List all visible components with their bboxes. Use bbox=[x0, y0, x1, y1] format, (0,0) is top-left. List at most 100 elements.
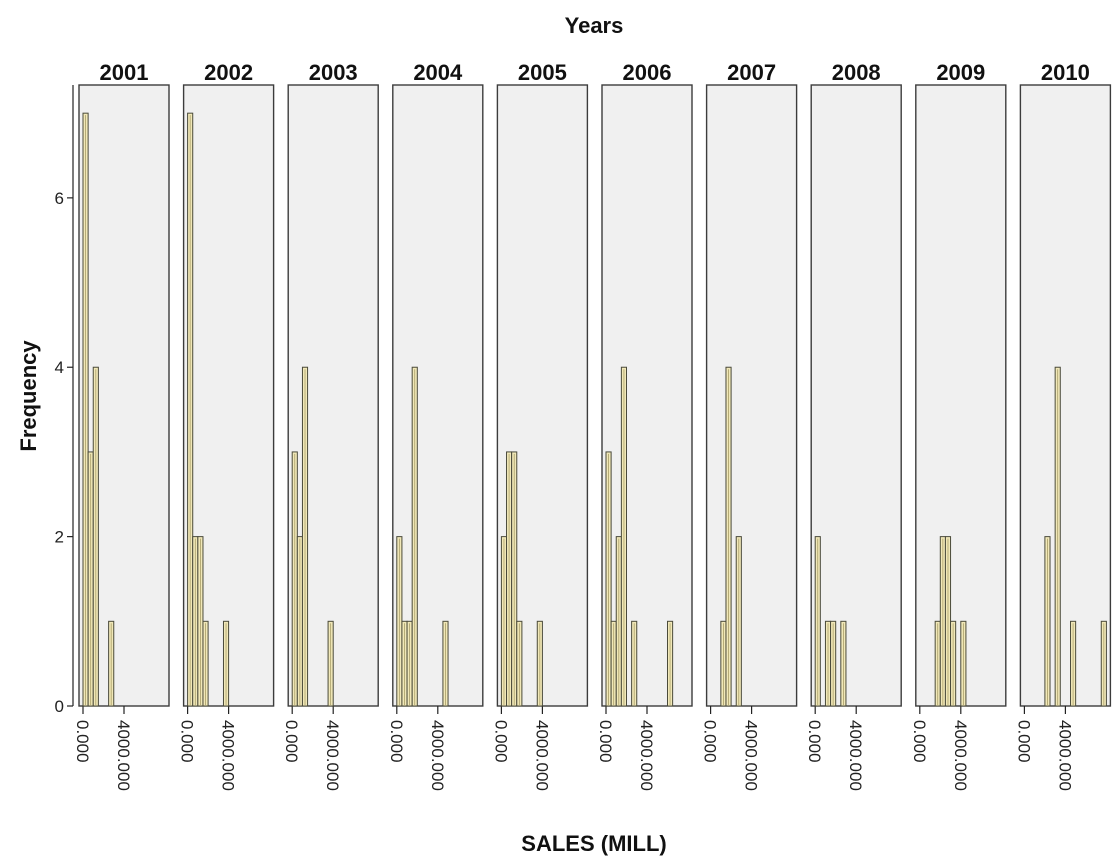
histogram-bar bbox=[1070, 620, 1077, 707]
histogram-bar bbox=[192, 536, 199, 707]
histogram-bar bbox=[197, 536, 204, 707]
x-tick-label: 4000.000 bbox=[951, 720, 970, 791]
x-tick-label: 0.000 bbox=[387, 720, 406, 763]
histogram-bar bbox=[735, 536, 742, 707]
x-tick-label: 0.000 bbox=[491, 720, 510, 763]
panel-title: 2009 bbox=[936, 60, 985, 85]
x-tick-label: 0.000 bbox=[1014, 720, 1033, 763]
histogram-bar bbox=[291, 451, 298, 707]
histogram-bar bbox=[87, 451, 94, 707]
histogram-bar bbox=[92, 366, 99, 707]
histogram-bar bbox=[222, 620, 230, 707]
chart-title: Years bbox=[565, 13, 624, 38]
histogram-bar bbox=[108, 620, 115, 707]
panel-2009: 2009 0.000 4000.000 bbox=[910, 60, 1007, 791]
histogram-bar bbox=[950, 620, 957, 707]
panel-background bbox=[1019, 84, 1112, 707]
histogram-bar bbox=[720, 620, 727, 707]
panel-background bbox=[392, 84, 484, 707]
panel-2002: 2002 0.000 4000.000 bbox=[178, 60, 275, 791]
histogram-bar bbox=[1044, 536, 1051, 707]
panel-title: 2004 bbox=[413, 60, 463, 85]
panel-2010: 2010 0.000 4000.000 bbox=[1014, 60, 1112, 791]
histogram-bar bbox=[296, 536, 303, 707]
panel-title: 2007 bbox=[727, 60, 776, 85]
x-tick-label: 0.000 bbox=[596, 720, 615, 763]
histogram-bar bbox=[725, 366, 732, 707]
histogram-bar bbox=[840, 620, 847, 707]
histogram-bar bbox=[615, 536, 622, 707]
panel-2007: 2007 0.000 4000.000 bbox=[701, 60, 798, 791]
histogram-bar bbox=[500, 536, 508, 707]
x-tick-label: 4000.000 bbox=[1055, 720, 1074, 791]
panel-title: 2002 bbox=[204, 60, 253, 85]
histogram-bar bbox=[516, 620, 523, 707]
x-tick-label: 4000.000 bbox=[532, 720, 551, 791]
x-tick-label: 0.000 bbox=[910, 720, 929, 763]
panel-background bbox=[915, 84, 1007, 707]
y-tick-label: 6 bbox=[55, 189, 64, 208]
histogram-bar bbox=[396, 536, 403, 707]
histogram-bar bbox=[511, 451, 518, 707]
panel-background bbox=[601, 84, 693, 707]
panel-2001: 2001 0.000 4000.000 bbox=[73, 60, 170, 791]
histogram-bar bbox=[202, 620, 209, 707]
panel-title: 2008 bbox=[832, 60, 881, 85]
panel-title: 2001 bbox=[100, 60, 149, 85]
histogram-bar bbox=[944, 536, 952, 707]
panel-title: 2006 bbox=[623, 60, 672, 85]
y-tick-label: 2 bbox=[55, 528, 64, 547]
y-tick-label: 4 bbox=[55, 358, 64, 377]
x-tick-label: 4000.000 bbox=[846, 720, 865, 791]
histogram-bar bbox=[824, 620, 832, 707]
panel-background bbox=[705, 84, 798, 707]
x-tick-label: 0.000 bbox=[282, 720, 301, 763]
panel-title: 2010 bbox=[1041, 60, 1090, 85]
histogram-bar bbox=[536, 620, 543, 707]
x-tick-label: 4000.000 bbox=[637, 720, 656, 791]
x-tick-label: 4000.000 bbox=[114, 720, 133, 791]
x-tick-label: 0.000 bbox=[805, 720, 824, 763]
panel-background bbox=[810, 84, 902, 707]
panel-title: 2003 bbox=[309, 60, 358, 85]
panel-2005: 2005 0.000 4000.000 bbox=[491, 60, 589, 791]
histogram-bar bbox=[1054, 366, 1061, 707]
histogram-bar bbox=[605, 451, 612, 707]
histogram-bar bbox=[406, 620, 413, 707]
y-axis-title: Frequency bbox=[16, 340, 41, 452]
panel-2006: 2006 0.000 4000.000 bbox=[596, 60, 693, 791]
x-tick-label: 4000.000 bbox=[428, 720, 447, 791]
histogram-bar bbox=[411, 366, 418, 707]
x-tick-label: 0.000 bbox=[73, 720, 92, 763]
histogram-bar bbox=[814, 536, 821, 707]
panel-2003: 2003 0.000 4000.000 bbox=[282, 60, 379, 791]
histogram-bar bbox=[401, 620, 408, 707]
panel-2008: 2008 0.000 4000.000 bbox=[805, 60, 902, 791]
histogram-bar bbox=[442, 620, 449, 707]
histogram-bar bbox=[667, 620, 674, 707]
panels-layer: 2001 0.000 4000.000 2002 0.000 4000.000 2003 0.… bbox=[73, 60, 1112, 791]
histogram-bar bbox=[82, 112, 89, 707]
histogram-bar bbox=[830, 620, 837, 707]
histogram-bar bbox=[631, 620, 638, 707]
histogram-bar bbox=[960, 620, 967, 707]
x-tick-label: 0.000 bbox=[178, 720, 197, 763]
histogram-bar bbox=[327, 620, 334, 707]
histogram-bar bbox=[620, 366, 627, 707]
panel-title: 2005 bbox=[518, 60, 567, 85]
histogram-bar bbox=[1100, 620, 1107, 707]
histogram-bar bbox=[934, 620, 941, 707]
y-axis: 0 2 4 6 bbox=[55, 85, 74, 716]
x-axis-title: SALES (MILL) bbox=[521, 831, 666, 856]
x-tick-label: 0.000 bbox=[701, 720, 720, 763]
x-tick-label: 4000.000 bbox=[219, 720, 238, 791]
histogram-bar bbox=[301, 366, 309, 707]
histogram-bar bbox=[506, 451, 513, 707]
y-tick-label: 0 bbox=[55, 697, 64, 716]
histogram-bar bbox=[610, 620, 617, 707]
histogram-bar bbox=[939, 536, 946, 707]
histogram-bar bbox=[187, 112, 194, 707]
x-tick-label: 4000.000 bbox=[323, 720, 342, 791]
